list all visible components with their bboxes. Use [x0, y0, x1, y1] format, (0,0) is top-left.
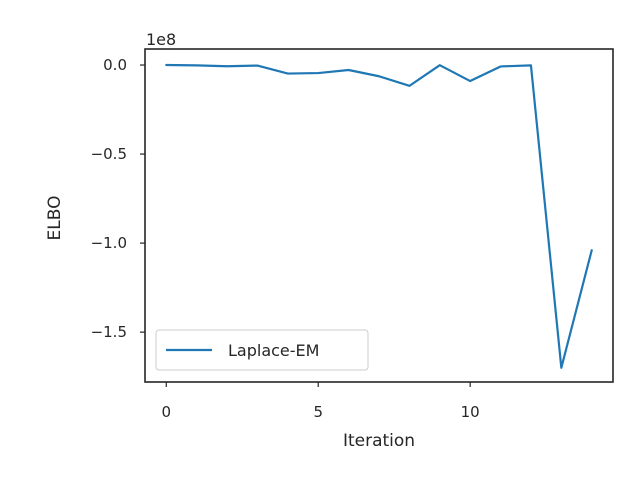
y-tick-label: −1.5 — [91, 323, 127, 341]
y-offset-label: 1e8 — [146, 30, 176, 49]
y-tick-label: 0.0 — [103, 56, 127, 74]
y-axis-label: ELBO — [45, 196, 65, 241]
series-line-0 — [165, 63, 593, 369]
plot-frame — [144, 48, 614, 383]
x-axis-label: Iteration — [343, 431, 415, 451]
y-tick-label: −1.0 — [91, 234, 127, 252]
legend-box — [155, 329, 369, 371]
plot-marks — [165, 63, 593, 369]
x-tick-label: 0 — [161, 403, 171, 421]
x-tick-label: 10 — [461, 403, 480, 421]
legend-label: Laplace-EM — [228, 341, 319, 360]
legend: Laplace-EM — [155, 329, 369, 371]
x-tick-label: 5 — [313, 403, 323, 421]
y-tick-label: −0.5 — [91, 145, 127, 163]
axes: 0 5 10 0.0 −0.5 −1.0 −1.5 — [91, 48, 614, 421]
